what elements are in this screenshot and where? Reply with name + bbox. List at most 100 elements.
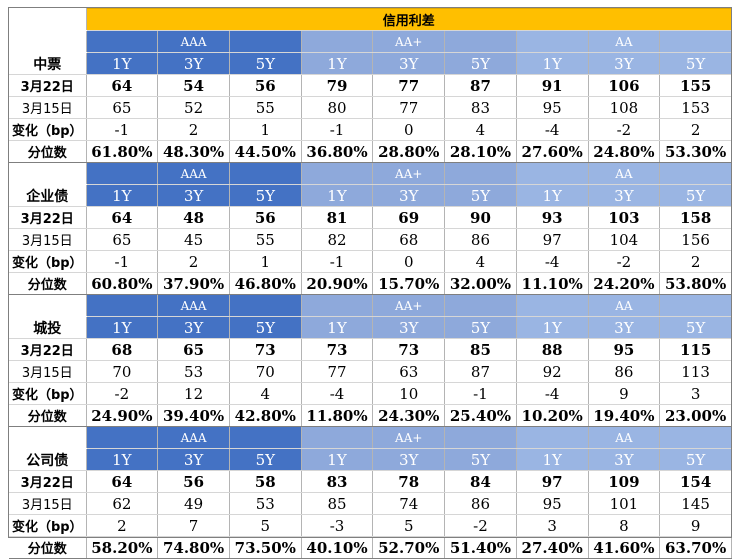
value-cell: 74.80% [157,536,230,559]
tenor-header: 5Y [444,184,517,207]
tier-header-1 [229,294,302,317]
value-cell: -1 [444,382,517,405]
row-percentile: 分位数 60.80% 37.90% 46.80% 20.90% 15.70% 32.00% 1… [9,272,732,295]
corner-cell [9,30,87,53]
value-cell: 4 [229,382,302,405]
tier-header-2 [444,162,517,185]
section-label: 城投 [9,316,87,339]
value-cell: 115 [659,338,732,361]
row-percentile: 分位数 61.80% 48.30% 44.50% 36.80% 28.80% 28.10% 2… [9,140,732,163]
value-cell: 73 [229,338,302,361]
value-cell: 51.40% [444,536,517,559]
value-cell: 62 [86,492,159,515]
tier-header-3: AA [588,426,661,449]
corner-cell [9,426,87,449]
row-label: 分位数 [9,272,87,295]
value-cell: 87 [444,360,517,383]
tenor-header: 3Y [372,52,446,75]
tenor-header: 1Y [516,184,589,207]
value-cell: 79 [301,74,374,97]
value-cell: 4 [444,250,517,273]
value-cell: 45 [157,228,230,251]
value-cell: 10 [372,382,446,405]
value-cell: 103 [588,206,661,229]
value-cell: 44.50% [229,140,302,163]
value-cell: 65 [86,96,159,119]
tenor-header: 5Y [659,316,732,339]
value-cell: 7 [157,514,230,537]
value-cell: 36.80% [301,140,374,163]
tenor-header: 3Y [588,52,661,75]
value-cell: 5 [372,514,446,537]
value-cell: -3 [301,514,374,537]
row-percentile: 分位数 58.20% 74.80% 73.50% 40.10% 52.70% 51.40% 2… [9,536,732,559]
tier-header-3: AA [588,30,661,53]
value-cell: 37.90% [157,272,230,295]
value-cell: 48.30% [157,140,230,163]
value-cell: 55 [229,228,302,251]
value-cell: 154 [659,470,732,493]
value-cell: 5 [229,514,302,537]
row-label: 变化（bp） [9,250,87,273]
value-cell: 48 [157,206,230,229]
tier-header-row: AAA AA+ AA [9,162,732,185]
tenor-header: 1Y [301,52,374,75]
section-label: 中票 [9,52,87,75]
tenor-header: 1Y [516,316,589,339]
value-cell: -4 [516,118,589,141]
value-cell: 28.10% [444,140,517,163]
value-cell: 86 [444,492,517,515]
tier-header-2 [301,294,374,317]
value-cell: 56 [157,470,230,493]
tenor-header: 5Y [444,52,517,75]
value-cell: 1 [229,250,302,273]
tier-header-1 [86,30,159,53]
value-cell: 27.40% [516,536,589,559]
tier-header-2 [444,294,517,317]
tenor-header: 3Y [588,316,661,339]
value-cell: 87 [444,74,517,97]
tenor-header: 5Y [659,184,732,207]
tier-header-3 [659,294,732,317]
tenor-header: 1Y [301,316,374,339]
tier-header-row: AAA AA+ AA [9,426,732,449]
value-cell: 25.40% [444,404,517,427]
value-cell: 8 [588,514,661,537]
value-cell: 10.20% [516,404,589,427]
value-cell: 52 [157,96,230,119]
value-cell: -1 [301,118,374,141]
value-cell: 68 [86,338,159,361]
value-cell: 95 [588,338,661,361]
tier-header-2 [301,162,374,185]
row-current: 3月22日 64 48 56 81 69 90 93 103 158 [9,206,732,229]
value-cell: 64 [86,74,159,97]
value-cell: 53 [157,360,230,383]
tier-header-1 [86,294,159,317]
value-cell: 158 [659,206,732,229]
value-cell: -1 [86,118,159,141]
value-cell: 53.80% [659,272,732,295]
value-cell: 2 [659,250,732,273]
value-cell: 90 [444,206,517,229]
value-cell: 55 [229,96,302,119]
tier-header-1 [86,162,159,185]
row-previous: 3月15日 65 45 55 82 68 86 97 104 156 [9,228,732,251]
title-row: 信用利差 [9,8,732,31]
value-cell: 88 [516,338,589,361]
value-cell: 24.90% [86,404,159,427]
value-cell: -4 [516,382,589,405]
value-cell: 58 [229,470,302,493]
value-cell: 39.40% [157,404,230,427]
section-label: 公司债 [9,448,87,471]
value-cell: 68 [372,228,446,251]
tier-header-2: AA+ [372,426,446,449]
tenor-header: 3Y [588,184,661,207]
value-cell: -2 [444,514,517,537]
row-label: 3月15日 [9,96,87,119]
value-cell: 2 [659,118,732,141]
value-cell: 15.70% [372,272,446,295]
tenor-header: 5Y [444,316,517,339]
value-cell: -2 [588,118,661,141]
row-change: 变化（bp） 2 7 5 -3 5 -2 3 8 9 [9,514,732,537]
value-cell: 92 [516,360,589,383]
